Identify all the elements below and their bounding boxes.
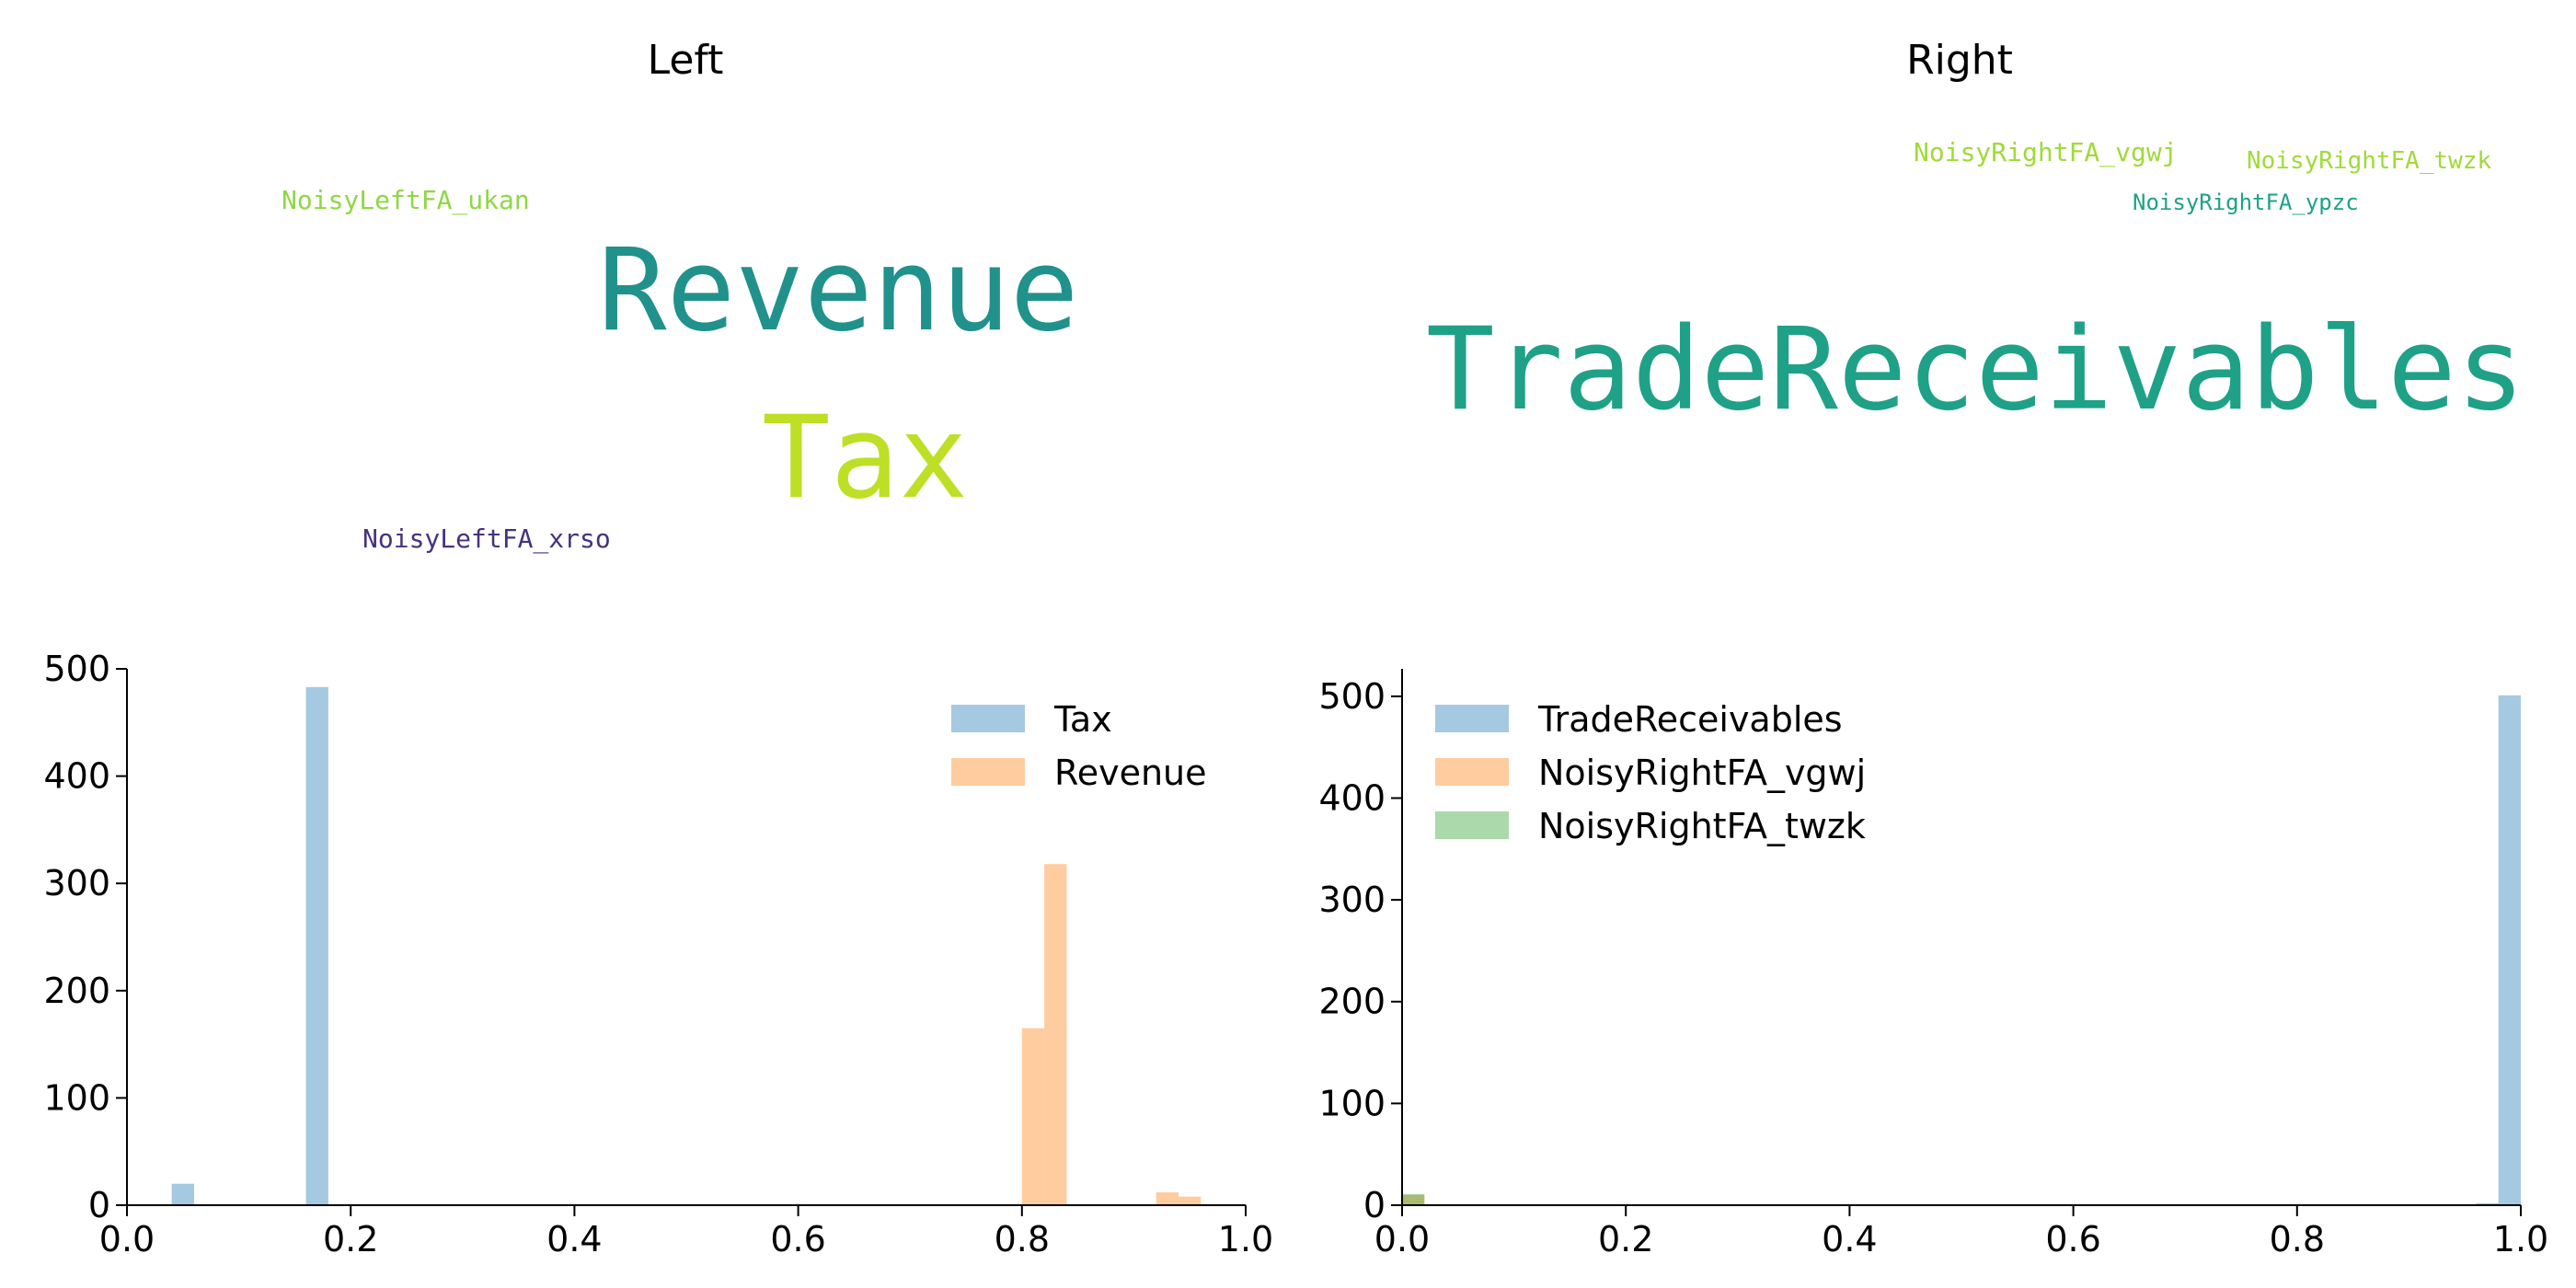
y-tick-label: 0 <box>1363 1185 1386 1225</box>
wordcloud-word: NoisyRightFA_twzk <box>2247 147 2492 175</box>
legend: Tax Revenue <box>951 699 1207 793</box>
x-tick-label: 0.0 <box>99 1219 155 1259</box>
legend-label: TradeReceivables <box>1537 699 1843 740</box>
wordcloud-word: NoisyLeftFA_ukan <box>282 185 530 215</box>
y-tick-label: 0 <box>88 1185 110 1225</box>
x-tick-label: 0.2 <box>1598 1219 1653 1259</box>
histogram-bar <box>1156 1192 1179 1205</box>
x-tick-label: 0.8 <box>2270 1219 2325 1259</box>
x-tick-label: 0.6 <box>770 1219 825 1259</box>
legend-swatch <box>1435 705 1509 732</box>
y-tick-label: 200 <box>43 971 110 1011</box>
wordcloud-word: Tax <box>762 392 968 524</box>
histogram-bar <box>305 686 328 1205</box>
y-tick-label: 300 <box>43 863 110 903</box>
legend-label: Revenue <box>1054 753 1207 793</box>
legend-label: NoisyRightFA_vgwj <box>1538 753 1866 793</box>
y-tick-label: 400 <box>1318 777 1386 818</box>
legend: TradeReceivables NoisyRightFA_vgwj NoisyRi… <box>1435 699 1866 846</box>
x-tick-label: 0.4 <box>546 1219 602 1259</box>
wordcloud-word: NoisyRightFA_vgwj <box>1914 137 2178 167</box>
y-tick-label: 400 <box>43 756 110 797</box>
legend-swatch <box>951 705 1025 732</box>
histogram-bar <box>1044 864 1067 1205</box>
x-tick-label: 0.4 <box>1822 1219 1877 1259</box>
y-tick-label: 500 <box>43 649 110 689</box>
histogram-bar <box>1402 1194 1425 1205</box>
y-tick-label: 100 <box>1318 1083 1386 1123</box>
legend-swatch <box>1435 811 1509 839</box>
histogram-bar <box>1021 1028 1045 1205</box>
wordcloud-word: Revenue <box>598 224 1079 357</box>
legend-label: Tax <box>1053 699 1112 740</box>
right-histogram: 0.0 0.2 0.4 0.6 0.8 1.0 0 100 200 300 400 500 TradeR… <box>1318 669 2548 1259</box>
x-tick-label: 1.0 <box>2493 1219 2548 1259</box>
legend-swatch <box>1435 758 1509 786</box>
x-tick-label: 1.0 <box>1218 1219 1273 1259</box>
y-tick-label: 200 <box>1318 982 1386 1022</box>
histogram-bar <box>2498 695 2521 1205</box>
y-tick-label: 300 <box>1318 880 1386 920</box>
x-tick-label: 0.8 <box>995 1219 1050 1259</box>
x-tick-label: 0.2 <box>323 1219 378 1259</box>
histogram-bar <box>1179 1196 1202 1205</box>
x-tick-label: 0.6 <box>2045 1219 2100 1259</box>
histogram-bar <box>2476 1202 2499 1205</box>
left-panel-title: Left <box>647 37 724 84</box>
right-panel-title: Right <box>1906 37 2013 84</box>
left-histogram: 0.0 0.2 0.4 0.6 0.8 1.0 0 100 200 300 400 500 Tax Rev… <box>43 649 1273 1259</box>
x-tick-label: 0.0 <box>1374 1219 1430 1259</box>
histogram-bar <box>171 1183 194 1205</box>
wordcloud-word: NoisyRightFA_ypzc <box>2133 190 2359 215</box>
histogram-bar <box>1402 1193 1425 1205</box>
y-tick-label: 100 <box>43 1077 110 1118</box>
y-tick-label: 500 <box>1318 676 1386 717</box>
wordcloud-word: NoisyLeftFA_xrso <box>362 523 611 554</box>
legend-label: NoisyRightFA_twzk <box>1538 806 1866 846</box>
legend-swatch <box>951 758 1025 786</box>
wordcloud-word: TradeReceivables <box>1426 304 2525 436</box>
